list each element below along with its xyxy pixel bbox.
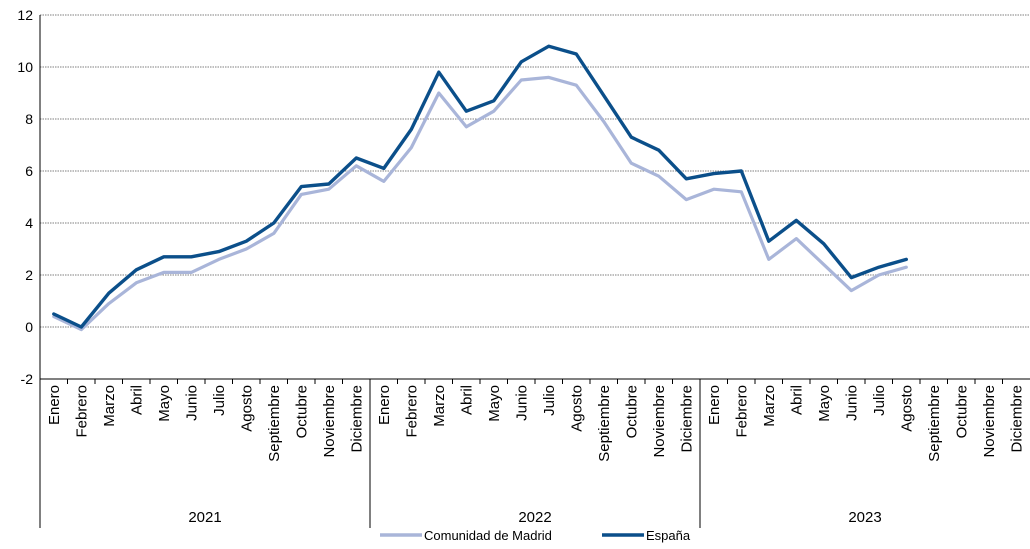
- x-tick-label: Mayo: [816, 385, 833, 422]
- x-tick-label: Junio: [513, 385, 530, 421]
- year-label: 2023: [848, 509, 881, 526]
- y-tick-label: 4: [25, 215, 33, 231]
- x-tick-label: Junio: [843, 385, 860, 421]
- x-tick-label: Diciembre: [1008, 385, 1025, 453]
- series-lines: [52, 44, 908, 332]
- x-tick-label: Febrero: [403, 385, 420, 438]
- x-tick-label: Enero: [376, 385, 393, 425]
- x-tick-label: Abril: [128, 385, 145, 415]
- year-label: 2022: [518, 509, 551, 526]
- x-tick-label: Enero: [46, 385, 63, 425]
- x-tick-label: Julio: [541, 385, 558, 416]
- y-tick-label: 0: [25, 319, 33, 335]
- x-tick-label: Agosto: [568, 385, 585, 432]
- x-tick-label: Marzo: [431, 385, 448, 427]
- x-tick-label: Abril: [458, 385, 475, 415]
- legend-label: Comunidad de Madrid: [424, 528, 552, 543]
- legend: Comunidad de Madrid España: [380, 528, 691, 543]
- x-tick-label: Diciembre: [348, 385, 365, 453]
- x-tick-label: Julio: [871, 385, 888, 416]
- x-tick-label: Octubre: [293, 385, 310, 438]
- x-tick-label: Septiembre: [596, 385, 613, 462]
- x-tick-label: Noviembre: [321, 385, 338, 458]
- gridlines: [40, 14, 1030, 380]
- y-axis: -2 0 2 4 6 8 10 12: [17, 7, 41, 387]
- x-axis: Enero Febrero Marzo Abril Mayo Junio Julio Agos…: [39, 379, 1025, 528]
- x-tick-label: Abril: [788, 385, 805, 415]
- x-tick-label: Julio: [211, 385, 228, 416]
- y-tick-label: 8: [25, 111, 33, 127]
- y-tick-label: 12: [17, 7, 33, 23]
- x-tick-label: Febrero: [733, 385, 750, 438]
- x-tick-label: Junio: [183, 385, 200, 421]
- x-tick-label: Febrero: [73, 385, 90, 438]
- x-tick-label: Noviembre: [981, 385, 998, 458]
- series-line-espana: [52, 44, 908, 329]
- x-tick-label: Agosto: [898, 385, 915, 432]
- x-tick-label: Diciembre: [678, 385, 695, 453]
- x-tick-label: Mayo: [486, 385, 503, 422]
- year-label: 2021: [188, 509, 221, 526]
- x-tick-label: Octubre: [953, 385, 970, 438]
- y-tick-label: 2: [25, 267, 33, 283]
- y-tick-label: 10: [17, 59, 33, 75]
- x-tick-label: Octubre: [623, 385, 640, 438]
- x-tick-label: Septiembre: [926, 385, 943, 462]
- x-tick-label: Noviembre: [651, 385, 668, 458]
- series-line-comunidad-de-madrid: [52, 75, 908, 332]
- y-tick-label: -2: [21, 371, 34, 387]
- x-tick-label: Mayo: [156, 385, 173, 422]
- x-tick-label: Septiembre: [266, 385, 283, 462]
- x-tick-label: Marzo: [761, 385, 778, 427]
- legend-label: España: [646, 528, 691, 543]
- x-tick-label: Enero: [706, 385, 723, 425]
- y-tick-label: 6: [25, 163, 33, 179]
- x-tick-label: Agosto: [238, 385, 255, 432]
- x-tick-label: Marzo: [101, 385, 118, 427]
